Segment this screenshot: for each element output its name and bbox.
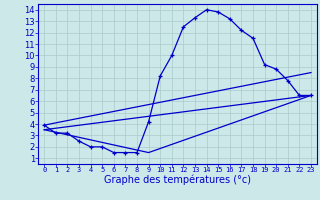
X-axis label: Graphe des températures (°c): Graphe des températures (°c) [104,175,251,185]
